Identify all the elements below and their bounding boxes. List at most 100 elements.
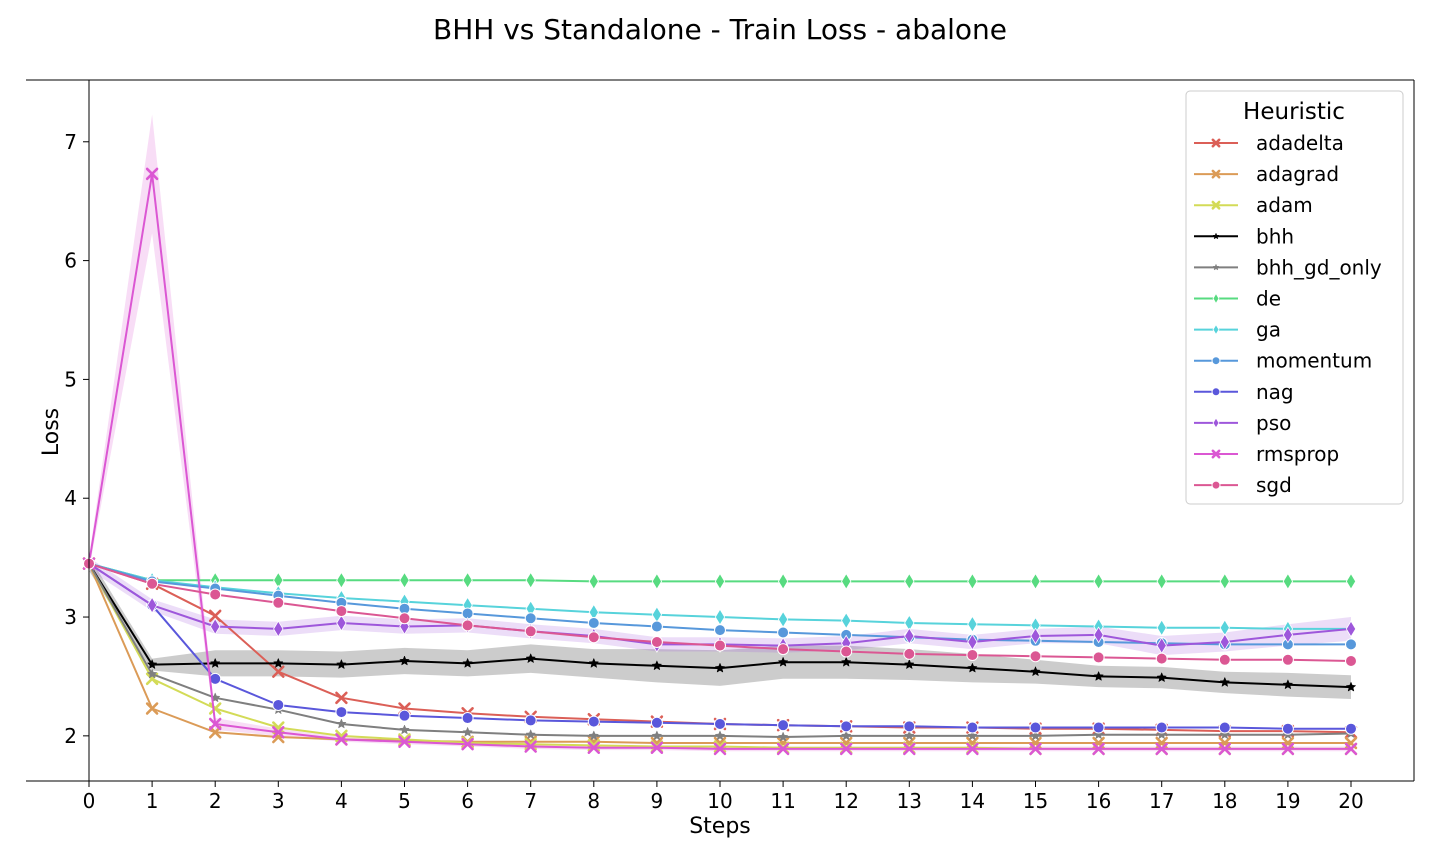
point-bhh-19 bbox=[1282, 679, 1294, 690]
x-tick-label-9: 9 bbox=[651, 789, 664, 813]
x-tick-label-11: 11 bbox=[770, 789, 795, 813]
point-adadelta-3 bbox=[272, 665, 285, 678]
y-tick-label-6: 6 bbox=[64, 249, 77, 273]
point-nag-12 bbox=[840, 720, 853, 733]
point-bhh-2 bbox=[209, 657, 221, 668]
point-sgd-8 bbox=[587, 631, 600, 644]
point-nag-3 bbox=[272, 698, 285, 711]
legend-marker-adam bbox=[1211, 200, 1221, 210]
point-de-17 bbox=[1156, 572, 1167, 590]
point-bhh-8 bbox=[588, 657, 600, 668]
y-tick-label-3: 3 bbox=[64, 605, 77, 629]
legend-marker-adadelta bbox=[1211, 138, 1221, 148]
x-tick-label-20: 20 bbox=[1338, 789, 1363, 813]
point-rmsprop-5 bbox=[398, 735, 411, 749]
point-rmsprop-13 bbox=[903, 742, 916, 756]
point-sgd-12 bbox=[840, 645, 853, 658]
point-nag-20 bbox=[1345, 722, 1357, 735]
plot-area bbox=[82, 114, 1358, 756]
point-nag-18 bbox=[1218, 721, 1231, 734]
point-nag-14 bbox=[966, 721, 979, 734]
point-momentum-7 bbox=[524, 612, 537, 625]
legend-marker-adagrad bbox=[1211, 169, 1221, 179]
x-tick-label-1: 1 bbox=[146, 789, 159, 813]
legend-marker-pso bbox=[1212, 417, 1220, 429]
x-tick-label-5: 5 bbox=[398, 789, 411, 813]
point-bhh-1 bbox=[146, 658, 158, 670]
point-pso-16 bbox=[1093, 626, 1104, 644]
series-nag bbox=[83, 557, 1357, 735]
legend-item-de: de bbox=[1194, 287, 1281, 311]
legend-marker-bhh bbox=[1212, 232, 1220, 240]
point-sgd-7 bbox=[524, 625, 537, 638]
legend-item-bhh_gd_only: bhh_gd_only bbox=[1194, 255, 1382, 279]
point-de-13 bbox=[904, 572, 915, 590]
point-bhh-18 bbox=[1219, 676, 1231, 687]
y-tick-label-2: 2 bbox=[64, 724, 77, 748]
point-ga-17 bbox=[1156, 619, 1167, 637]
point-momentum-10 bbox=[714, 624, 726, 637]
legend-item-ga: ga bbox=[1194, 318, 1281, 342]
point-bhh-20 bbox=[1345, 681, 1357, 692]
legend-item-bhh: bhh bbox=[1194, 224, 1294, 248]
point-de-15 bbox=[1030, 572, 1041, 590]
point-rmsprop-7 bbox=[524, 740, 537, 753]
point-adagrad-3 bbox=[272, 730, 285, 744]
point-bhh_gd_only-11 bbox=[777, 731, 789, 742]
point-sgd-5 bbox=[398, 612, 411, 625]
point-bhh_gd_only-6 bbox=[462, 726, 473, 737]
x-tick-label-6: 6 bbox=[461, 789, 474, 813]
point-bhh_gd_only-10 bbox=[714, 730, 726, 741]
point-nag-16 bbox=[1092, 721, 1105, 734]
point-nag-8 bbox=[587, 715, 600, 728]
legend-label-adam: adam bbox=[1256, 193, 1313, 217]
legend-item-adadelta: adadelta bbox=[1194, 131, 1344, 155]
legend-label-rmsprop: rmsprop bbox=[1256, 442, 1339, 466]
point-sgd-15 bbox=[1029, 650, 1042, 663]
point-momentum-11 bbox=[777, 626, 790, 639]
legend-item-nag: nag bbox=[1194, 380, 1294, 404]
point-rmsprop-14 bbox=[966, 742, 979, 756]
legend-label-nag: nag bbox=[1256, 380, 1294, 404]
point-bhh_gd_only-7 bbox=[525, 729, 537, 740]
point-rmsprop-20 bbox=[1344, 742, 1358, 756]
legend-marker-rmsprop bbox=[1211, 449, 1221, 459]
point-bhh-12 bbox=[840, 656, 852, 667]
legend-marker-ga bbox=[1212, 323, 1220, 336]
point-nag-19 bbox=[1281, 722, 1294, 735]
point-bhh-15 bbox=[1030, 666, 1041, 677]
point-bhh-14 bbox=[967, 662, 978, 673]
point-bhh_gd_only-14 bbox=[967, 730, 978, 741]
point-rmsprop-18 bbox=[1218, 742, 1232, 756]
point-adagrad-1 bbox=[145, 702, 159, 715]
point-sgd-20 bbox=[1345, 654, 1357, 667]
series-sgd bbox=[83, 557, 1357, 667]
point-bhh_gd_only-12 bbox=[840, 730, 852, 741]
point-sgd-1 bbox=[146, 577, 159, 590]
point-pso-2 bbox=[210, 618, 221, 636]
point-nag-7 bbox=[524, 714, 537, 727]
legend-marker-momentum bbox=[1211, 356, 1221, 366]
point-sgd-19 bbox=[1281, 653, 1294, 666]
y-tick-label-4: 4 bbox=[64, 486, 77, 510]
legend-label-bhh: bhh bbox=[1256, 224, 1294, 248]
point-ga-10 bbox=[714, 608, 726, 626]
point-ga-14 bbox=[967, 615, 978, 633]
point-sgd-3 bbox=[272, 596, 285, 609]
point-pso-4 bbox=[336, 614, 347, 632]
series-bhh_gd_only bbox=[83, 557, 1357, 742]
x-tick-label-19: 19 bbox=[1275, 789, 1300, 813]
legend-label-bhh_gd_only: bhh_gd_only bbox=[1256, 255, 1382, 279]
point-momentum-9 bbox=[650, 620, 663, 633]
point-adadelta-4 bbox=[335, 691, 348, 705]
y-tick-label-7: 7 bbox=[64, 130, 77, 154]
point-bhh_gd_only-9 bbox=[651, 730, 663, 741]
legend-marker-bhh_gd_only bbox=[1212, 263, 1220, 271]
x-tick-label-4: 4 bbox=[335, 789, 348, 813]
legend-label-ga: ga bbox=[1256, 318, 1281, 342]
point-nag-13 bbox=[903, 720, 916, 733]
point-de-20 bbox=[1345, 572, 1357, 590]
point-momentum-20 bbox=[1345, 638, 1357, 651]
point-bhh-9 bbox=[651, 660, 663, 671]
